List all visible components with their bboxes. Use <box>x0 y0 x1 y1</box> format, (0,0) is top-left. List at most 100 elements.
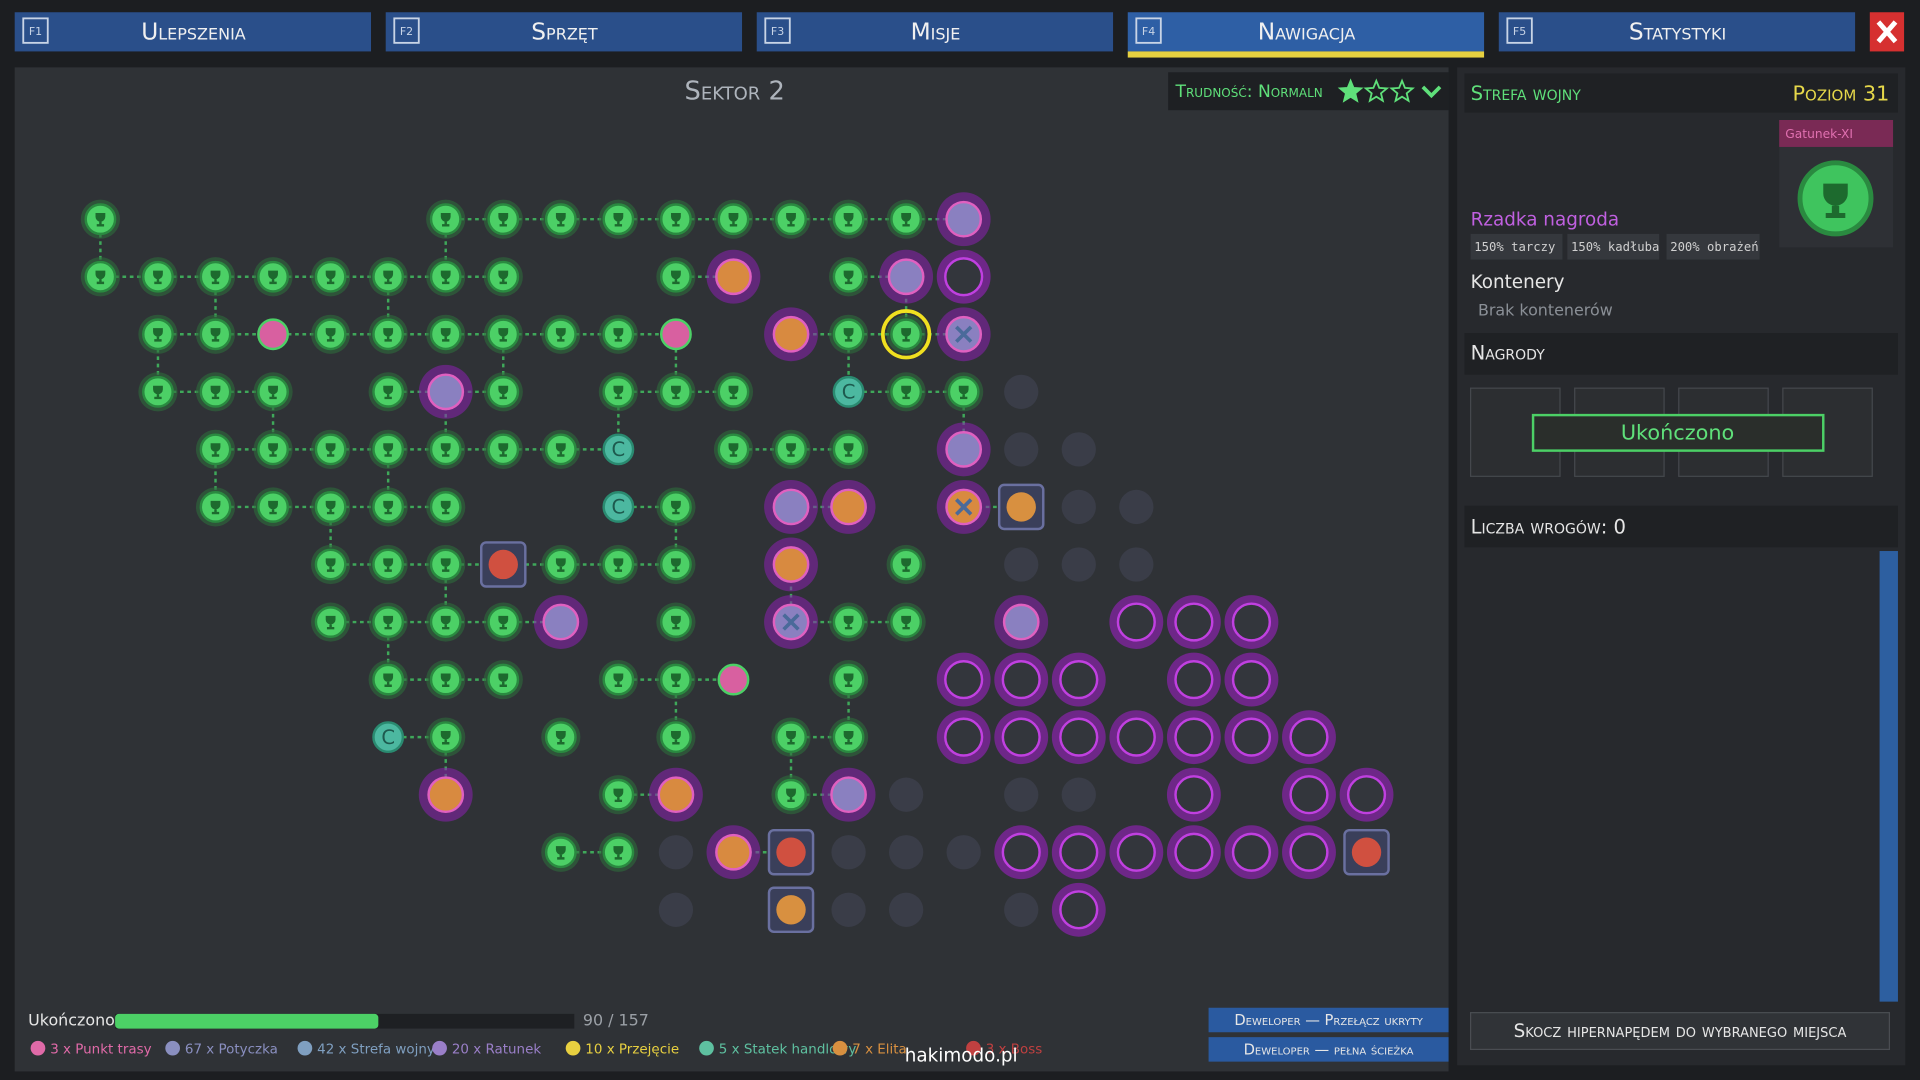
map-node[interactable] <box>541 429 581 469</box>
map-node[interactable] <box>656 487 696 527</box>
map-node[interactable] <box>713 199 754 239</box>
difficulty-box[interactable] <box>1168 72 1449 111</box>
map-node[interactable] <box>426 544 466 585</box>
map-node[interactable] <box>483 314 523 354</box>
map-node[interactable] <box>767 886 815 934</box>
map-node[interactable] <box>368 544 408 585</box>
map-node[interactable] <box>368 660 408 700</box>
map-node[interactable] <box>541 717 581 757</box>
map-node[interactable] <box>946 835 981 870</box>
map-node[interactable] <box>195 257 236 297</box>
map-node[interactable] <box>311 602 351 642</box>
map-node[interactable] <box>257 318 289 351</box>
map-node[interactable] <box>368 429 408 469</box>
map-node[interactable] <box>656 372 696 412</box>
tab[interactable]: F3 Misje <box>756 12 1114 52</box>
map-node[interactable] <box>828 199 869 239</box>
map-node[interactable] <box>886 544 926 585</box>
map-node[interactable] <box>879 249 934 304</box>
map-node[interactable] <box>426 199 466 239</box>
map-node[interactable] <box>598 544 638 585</box>
map-node[interactable] <box>368 257 408 297</box>
map-node[interactable] <box>1004 432 1039 467</box>
map-node[interactable] <box>483 257 523 297</box>
map-node[interactable] <box>368 372 408 412</box>
tab[interactable]: F1 Ulepszenia <box>14 12 372 52</box>
map-node[interactable] <box>1109 825 1164 880</box>
map-node[interactable] <box>533 595 588 649</box>
map-node[interactable] <box>426 429 466 469</box>
map-node[interactable] <box>541 314 581 354</box>
map-node[interactable] <box>541 832 581 872</box>
map-node[interactable] <box>138 257 178 297</box>
map-node[interactable] <box>828 314 869 354</box>
map-node[interactable] <box>1166 595 1221 649</box>
map-node[interactable] <box>656 660 696 700</box>
map-node[interactable] <box>767 828 815 876</box>
map-node[interactable] <box>253 372 293 412</box>
map-node[interactable] <box>656 544 696 585</box>
map-node[interactable] <box>1109 710 1164 765</box>
map-node[interactable] <box>1282 825 1336 880</box>
map-node[interactable] <box>418 767 473 822</box>
map-node[interactable] <box>480 541 527 588</box>
map-node[interactable] <box>195 372 236 412</box>
map-node[interactable] <box>886 372 926 412</box>
map-node[interactable] <box>994 595 1049 649</box>
map-node[interactable] <box>658 835 694 870</box>
map-node[interactable] <box>598 314 638 354</box>
map-node[interactable] <box>253 257 293 297</box>
map-node[interactable] <box>426 602 466 642</box>
map-node[interactable] <box>138 372 178 412</box>
map-node[interactable] <box>1004 374 1039 409</box>
map-node[interactable] <box>764 595 818 649</box>
map-node[interactable] <box>368 487 408 527</box>
tab[interactable]: F2 Sprzęt <box>385 12 743 52</box>
map-node[interactable] <box>1339 767 1394 822</box>
map-node[interactable]: C <box>602 433 635 466</box>
map-node[interactable] <box>1004 777 1039 812</box>
map-node[interactable] <box>656 257 696 297</box>
map-node[interactable] <box>656 199 696 239</box>
map-node[interactable] <box>828 429 869 469</box>
tab[interactable]: F5 Statystyki <box>1498 12 1856 52</box>
map-node[interactable]: C <box>832 375 865 408</box>
dev-button[interactable]: Deweloper — Przełącz ukryty <box>1208 1007 1449 1033</box>
map-node[interactable] <box>1282 710 1336 765</box>
map-node[interactable] <box>598 372 638 412</box>
map-node[interactable] <box>1061 547 1096 582</box>
map-node[interactable] <box>660 318 692 351</box>
map-node[interactable] <box>1224 710 1279 765</box>
map-node[interactable] <box>598 775 638 815</box>
map-node[interactable] <box>936 480 991 534</box>
map-node[interactable] <box>483 602 523 642</box>
map-node[interactable] <box>706 825 761 880</box>
map-node[interactable] <box>936 652 991 707</box>
map-node[interactable] <box>1166 710 1221 765</box>
map-node[interactable] <box>944 372 984 412</box>
map-node[interactable] <box>253 487 293 527</box>
map-node[interactable] <box>828 257 869 297</box>
map-node[interactable] <box>821 767 876 822</box>
map-node[interactable] <box>656 717 696 757</box>
map-node[interactable] <box>828 602 869 642</box>
map-node[interactable] <box>1343 828 1390 876</box>
map-node[interactable] <box>598 660 638 700</box>
map-node[interactable] <box>311 544 351 585</box>
map-node[interactable] <box>598 832 638 872</box>
map-node[interactable] <box>713 429 754 469</box>
map-node[interactable] <box>80 199 120 239</box>
map-node[interactable] <box>418 364 473 419</box>
map-node[interactable] <box>426 314 466 354</box>
map-node[interactable] <box>311 314 351 354</box>
map-node[interactable] <box>253 429 293 469</box>
map-node[interactable] <box>764 480 818 534</box>
map-node[interactable] <box>881 309 932 360</box>
scrollbar[interactable] <box>1879 551 1898 1002</box>
map-node[interactable] <box>888 777 924 812</box>
map-node[interactable] <box>936 249 991 304</box>
map-node[interactable] <box>821 480 876 534</box>
map-node[interactable] <box>195 429 236 469</box>
map-node[interactable] <box>771 775 811 815</box>
map-node[interactable] <box>828 717 869 757</box>
